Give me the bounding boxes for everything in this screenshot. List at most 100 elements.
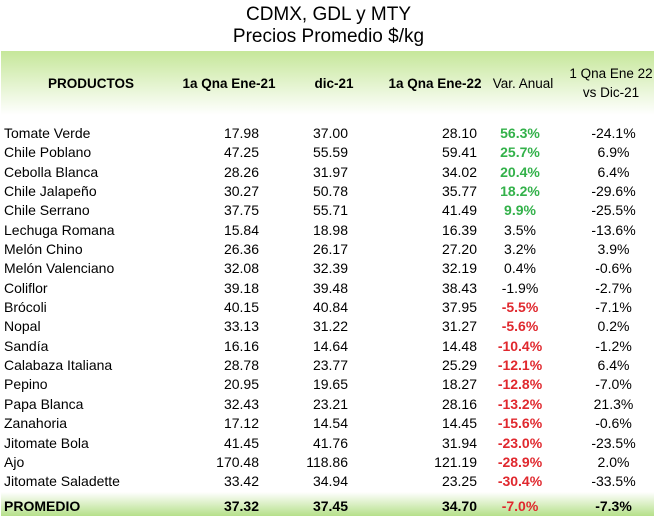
product-name: Lechuga Romana [4,221,115,238]
product-name: Zanahoria [4,415,68,432]
price-dic-21: 23.21 [312,395,348,412]
table-row: Cebolla Blanca 28.26 31.97 34.02 20.4% 6.4% [1,163,654,182]
table-row: Melón Chino 26.36 26.17 27.20 3.2% 3.9% [1,240,654,259]
price-1a-qna-ene-21: 17.98 [223,125,259,141]
price-1a-qna-ene-22: 16.39 [441,221,477,238]
var-qna-vs-dic: 0.2% [597,318,630,335]
var-anual: 0.4% [504,260,536,277]
price-dic-21: 19.65 [312,376,348,393]
price-1a-qna-ene-22: 121.19 [434,453,477,470]
price-dic-21: 40.84 [312,299,348,316]
var-anual: 56.3% [500,125,540,141]
table-row: Calabaza Italiana 28.78 23.77 25.29 -12.1% 6.… [1,356,654,375]
price-1a-qna-ene-22: 28.10 [441,125,477,141]
price-1a-qna-ene-21: 17.12 [223,415,259,432]
var-qna-vs-dic: 6.4% [597,163,630,180]
var-anual: -30.4% [497,473,543,490]
table-row: Chile Poblano 47.25 55.59 59.41 25.7% 6.9% [1,143,654,162]
price-1a-qna-ene-21: 170.48 [216,453,259,470]
product-name: Calabaza Italiana [4,357,113,374]
table-row: Chile Serrano 37.75 55.71 41.49 9.9% -25.5% [1,201,654,220]
var-qna-vs-dic: -13.6% [591,221,636,238]
var-anual: 3.5% [504,221,536,238]
var-anual: -15.6% [497,415,543,432]
price-1a-qna-ene-22: 23.25 [441,473,477,490]
var-anual: -13.2% [497,395,543,412]
price-dic-21: 55.59 [312,144,348,161]
price-1a-qna-ene-22: 34.02 [441,163,477,180]
var-qna-vs-dic: -24.1% [591,125,636,141]
var-qna-vs-dic: -33.5% [591,473,636,490]
product-name: Chile Poblano [4,144,92,161]
price-dic-21: 18.98 [312,221,348,238]
price-1a-qna-ene-22: 37.95 [441,299,477,316]
footer-qna-vs-dic: -7.3% [595,498,632,514]
product-name: Coliflor [4,279,48,296]
price-dic-21: 31.22 [312,318,348,335]
price-dic-21: 37.00 [312,125,348,141]
var-anual: 20.4% [500,163,540,180]
var-qna-vs-dic: 3.9% [597,241,630,258]
price-1a-qna-ene-21: 30.27 [223,183,259,200]
footer-label: PROMEDIO [4,498,81,514]
price-dic-21: 32.39 [312,260,348,277]
table-row: Jitomate Saladette 33.42 34.94 23.25 -30.4% -… [1,472,654,491]
var-anual: 9.9% [504,202,536,219]
product-name: Papa Blanca [4,395,84,412]
table-row: Lechuga Romana 15.84 18.98 16.39 3.5% -13.6% [1,221,654,240]
product-name: Jitomate Bola [4,434,89,451]
table-row: Tomate Verde 17.98 37.00 28.10 56.3% -24.1% [1,124,654,143]
table-row: Pepino 20.95 19.65 18.27 -12.8% -7.0% [1,375,654,394]
report-subtitle: Precios Promedio $/kg [232,26,425,47]
var-qna-vs-dic: -2.7% [595,279,632,296]
product-name: Cebolla Blanca [4,163,99,180]
var-anual: -12.1% [497,357,543,374]
header-dic-21: dic-21 [314,75,354,91]
price-dic-21: 39.48 [312,279,348,296]
price-dic-21: 118.86 [306,453,348,470]
var-qna-vs-dic: 6.9% [597,144,630,161]
report-title: CDMX, GDL y MTY [245,4,412,25]
header-var-anual: Var. Anual [492,75,554,91]
table-row: Nopal 33.13 31.22 31.27 -5.6% 0.2% [1,317,654,336]
var-anual: -12.8% [497,376,543,393]
price-1a-qna-ene-21: 40.15 [223,299,259,316]
product-name: Ajo [4,453,25,470]
price-1a-qna-ene-21: 32.43 [223,395,259,412]
price-1a-qna-ene-21: 20.95 [223,376,259,393]
price-1a-qna-ene-22: 32.19 [441,260,477,277]
price-dic-21: 14.54 [312,415,348,432]
table-body: Tomate Verde 17.98 37.00 28.10 56.3% -24.1% Ch… [1,124,654,492]
price-1a-qna-ene-22: 14.45 [441,415,477,432]
header-1-qna-ene-22-vs-dic-21: 1 Qna Ene 22 vs Dic-21 [569,66,653,100]
table-footer-promedio: PROMEDIO 37.32 37.45 34.70 -7.0% -7.3% [1,492,654,516]
price-1a-qna-ene-21: 47.25 [223,144,259,161]
product-name: Chile Jalapeño [4,183,97,200]
var-anual: -5.6% [501,318,539,335]
var-qna-vs-dic: 6.4% [597,357,630,374]
price-1a-qna-ene-22: 28.16 [441,395,477,412]
footer-var-anual: -7.0% [501,498,539,514]
table-row: Coliflor 39.18 39.48 38.43 -1.9% -2.7% [1,279,654,298]
price-1a-qna-ene-22: 31.27 [441,318,477,335]
price-1a-qna-ene-21: 41.45 [223,434,259,451]
price-1a-qna-ene-21: 26.36 [223,241,259,258]
price-1a-qna-ene-21: 16.16 [223,337,259,354]
price-1a-qna-ene-21: 33.42 [223,473,259,490]
price-1a-qna-ene-22: 31.94 [441,434,477,451]
table-row: Zanahoria 17.12 14.54 14.45 -15.6% -0.6% [1,414,654,433]
header-productos: PRODUCTOS [47,75,134,91]
var-qna-vs-dic: 2.0% [597,453,630,470]
price-dic-21: 14.64 [312,337,348,354]
product-name: Brócoli [4,299,47,316]
price-1a-qna-ene-22: 18.27 [441,376,477,393]
var-qna-vs-dic: -25.5% [591,202,636,219]
price-1a-qna-ene-21: 32.08 [223,260,259,277]
product-name: Sandía [4,337,49,354]
price-1a-qna-ene-22: 14.48 [441,337,477,354]
table-row: Sandía 16.16 14.64 14.48 -10.4% -1.2% [1,337,654,356]
price-1a-qna-ene-22: 38.43 [441,279,477,296]
footer-1a-qna-ene-22: 34.70 [441,498,477,514]
product-name: Chile Serrano [4,202,90,219]
price-1a-qna-ene-22: 59.41 [441,144,477,161]
